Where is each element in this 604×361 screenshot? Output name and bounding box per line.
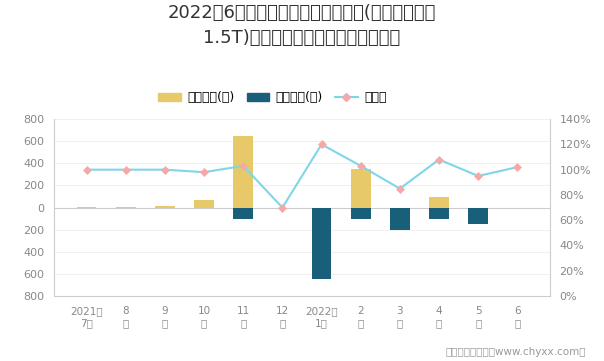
Text: 2022年6月风神奕炫旗下最畅销轿车(东风风神奕炫
1.5T)近一年库存情况及产销率统计图: 2022年6月风神奕炫旗下最畅销轿车(东风风神奕炫 1.5T)近一年库存情况及产… [168,4,436,47]
Bar [234,208,253,219]
Bar [77,207,97,208]
Bar [312,208,332,279]
Bar [351,169,370,208]
Bar [351,208,370,219]
Bar [429,208,449,219]
Bar [390,208,410,230]
Bar [155,206,175,208]
Bar [429,196,449,208]
Bar [194,200,214,208]
Text: 制图：智研咨询（www.chyxx.com）: 制图：智研咨询（www.chyxx.com） [445,347,586,357]
Bar [116,207,136,208]
Bar [468,208,488,224]
Legend: 积压库存(辆), 清仓库存(辆), 产销率: 积压库存(辆), 清仓库存(辆), 产销率 [153,87,391,109]
Bar [234,136,253,208]
